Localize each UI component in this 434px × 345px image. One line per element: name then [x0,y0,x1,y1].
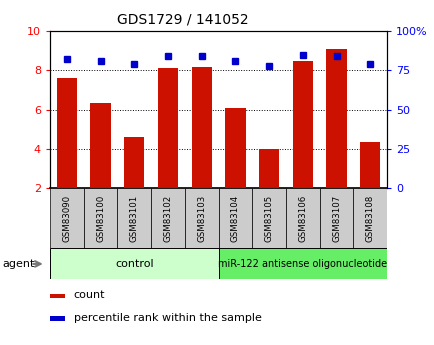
Bar [359,142,379,188]
Bar [259,149,279,188]
Text: GDS1729 / 141052: GDS1729 / 141052 [117,12,248,26]
Text: count: count [73,290,105,300]
Bar [218,188,252,248]
Bar [319,188,353,248]
Bar [158,68,178,188]
Text: percentile rank within the sample: percentile rank within the sample [73,313,261,323]
Text: miR-122 antisense oligonucleotide: miR-122 antisense oligonucleotide [218,259,387,269]
Bar [326,49,346,188]
Bar [124,137,144,188]
Bar [286,188,319,248]
Text: GSM83105: GSM83105 [264,195,273,242]
Bar [292,61,312,188]
Bar [50,316,65,321]
Text: GSM83108: GSM83108 [365,195,374,242]
Text: GSM83102: GSM83102 [163,195,172,242]
Bar [218,248,386,279]
Text: agent: agent [2,259,34,269]
Bar [57,78,77,188]
Text: GSM83104: GSM83104 [230,195,240,242]
Bar [191,67,211,188]
Bar [50,294,65,298]
Text: GSM83103: GSM83103 [197,195,206,242]
Bar [151,188,184,248]
Text: GSM83090: GSM83090 [62,195,71,242]
Bar [252,188,286,248]
Text: control: control [115,259,153,269]
Bar [90,103,111,188]
Bar [225,108,245,188]
Bar [353,188,386,248]
Text: GSM83101: GSM83101 [129,195,138,242]
Text: GSM83107: GSM83107 [331,195,340,242]
Text: GSM83100: GSM83100 [96,195,105,242]
Bar [50,188,83,248]
Bar [50,248,218,279]
Bar [184,188,218,248]
Bar [84,188,117,248]
Bar [117,188,151,248]
Text: GSM83106: GSM83106 [298,195,307,242]
